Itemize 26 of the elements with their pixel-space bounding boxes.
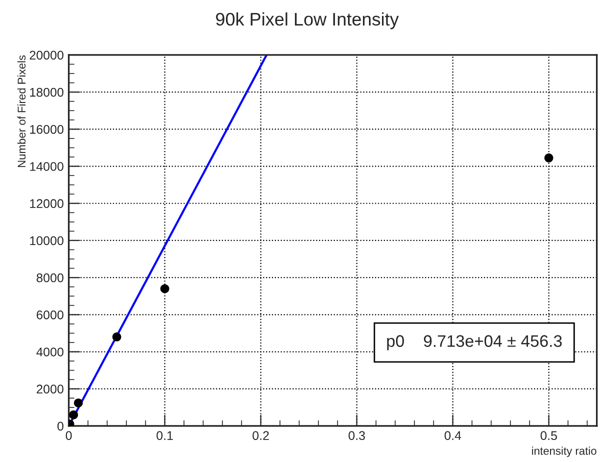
x-tick-label: 0 (66, 431, 72, 440)
x-axis-title: intensity ratio (532, 446, 596, 457)
y-tick-label: 16000 (30, 124, 64, 134)
chart-title: 90k Pixel Low Intensity (216, 12, 399, 30)
point (74, 398, 83, 408)
point (112, 332, 122, 342)
y-tick-label: 2000 (36, 384, 64, 394)
y-tick-label: 6000 (36, 310, 64, 320)
annotation: p0 9.713e+04 ± 456.3 (387, 335, 562, 350)
y-tick-label: 8000 (36, 273, 64, 282)
point (544, 153, 554, 162)
x-tick-label: 0.4 (444, 431, 462, 440)
point (160, 284, 170, 294)
y-axis-title: Number of Fired Pixels (17, 55, 26, 168)
x-tick-label: 0.1 (156, 431, 173, 440)
y-tick-label: 14000 (30, 162, 64, 171)
y-tick-label: 4000 (36, 348, 64, 356)
y-tick-label: 12000 (30, 199, 64, 208)
point (69, 410, 78, 420)
x-tick-label: 0.3 (348, 431, 365, 440)
x-tick-label: 0.2 (252, 431, 269, 440)
y-tick-label: 20000 (30, 50, 64, 60)
x-tick-label: 0.5 (540, 431, 557, 440)
y-tick-label: 0 (57, 422, 64, 431)
y-tick-label: 10000 (30, 236, 64, 246)
y-tick-label: 18000 (30, 88, 64, 97)
